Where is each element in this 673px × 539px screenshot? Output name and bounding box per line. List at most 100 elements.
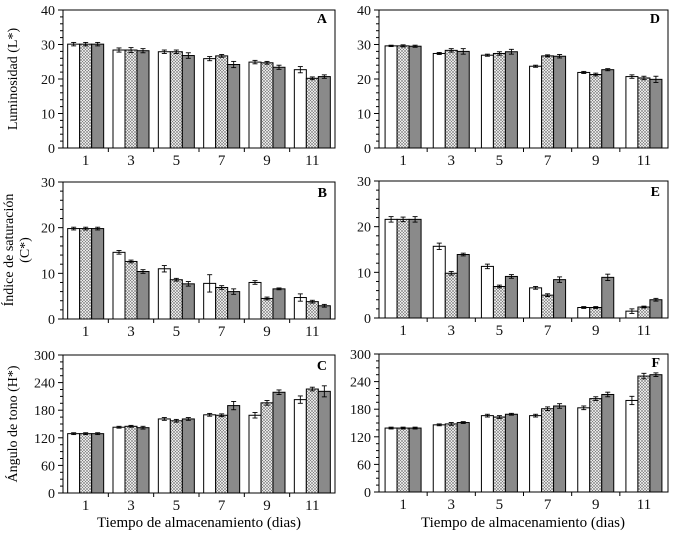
- x-tick-label: 11: [305, 324, 319, 340]
- white-bar: [384, 427, 398, 493]
- gray-bar: [553, 279, 567, 319]
- x-tick-label: 9: [592, 497, 600, 513]
- x-tick-label: 9: [263, 153, 271, 169]
- white-bar: [203, 414, 217, 494]
- hatched-bar: [396, 45, 410, 149]
- y-tick-label: 20: [41, 73, 55, 88]
- panel-label-a: A: [316, 12, 327, 27]
- gray-bar: [136, 427, 150, 494]
- gray-bar: [456, 50, 470, 149]
- x-tick-label: 3: [127, 324, 135, 340]
- hatched-bar: [305, 388, 319, 494]
- gray-bar: [272, 66, 286, 149]
- x-axis-title-right: Tiempo de almacenamiento (dias): [421, 515, 625, 531]
- y-tick-label: 40: [357, 4, 371, 19]
- y-tick-label: 240: [350, 376, 371, 391]
- plot-border: [378, 180, 669, 319]
- gray-bar: [601, 276, 615, 319]
- panel-c: 0 60 120 180 240 300 1 3 5 7 9 11: [34, 349, 336, 514]
- white-bar: [480, 415, 494, 493]
- x-tick-label: 1: [399, 323, 407, 339]
- y-tick-label: 0: [364, 142, 371, 157]
- hatched-bar: [124, 260, 138, 320]
- x-axis-title-left: Tiempo de almacenamiento (dias): [97, 515, 301, 531]
- white-bar: [203, 58, 217, 149]
- white-bar: [432, 52, 446, 149]
- y-tick-label: 0: [364, 312, 371, 327]
- x-tick-label: 9: [263, 498, 271, 514]
- hatched-bar: [215, 55, 229, 149]
- y-tick-label: 180: [350, 403, 371, 418]
- gray-bar: [553, 405, 567, 493]
- x-tick-label: 11: [637, 153, 651, 169]
- x-tick-label: 7: [218, 153, 226, 169]
- x-tick-label: 1: [399, 153, 407, 169]
- gray-bar: [649, 374, 663, 493]
- x-tick-label: 3: [448, 153, 456, 169]
- gray-bar: [317, 390, 331, 494]
- gray-bar: [317, 76, 331, 149]
- x-tick-label: 5: [173, 153, 181, 169]
- y-tick-label: 10: [41, 108, 55, 123]
- white-bar: [625, 76, 639, 149]
- panel-b: 0 10 20 30 1 3 5 7 9 11: [41, 176, 336, 340]
- panel-e: 0 10 20 30 1 3 5 7 9 11: [357, 175, 669, 339]
- y-tick-label: 120: [350, 431, 371, 446]
- white-bar: [248, 61, 262, 149]
- gray-bar: [601, 393, 615, 493]
- plot-border: [378, 353, 669, 493]
- hatched-bar: [541, 408, 555, 493]
- gray-bar: [649, 299, 663, 319]
- white-bar: [432, 245, 446, 319]
- panel-label-b: B: [317, 186, 327, 201]
- y-tick-label: 10: [41, 267, 55, 282]
- panel-label-c: C: [316, 359, 327, 374]
- x-tick-label: 5: [496, 153, 504, 169]
- y-tick-label: 0: [48, 487, 55, 502]
- y-tick-label: 30: [357, 39, 371, 54]
- x-tick-label: 1: [82, 324, 90, 340]
- plot-border: [378, 9, 669, 149]
- hatched-bar: [305, 301, 319, 320]
- white-bar: [577, 71, 591, 149]
- hatched-bar: [589, 74, 603, 149]
- y-tick-label: 0: [48, 142, 55, 157]
- hatched-bar: [637, 306, 651, 319]
- gray-bar: [504, 51, 518, 149]
- hatched-bar: [637, 77, 651, 149]
- white-bar: [432, 424, 446, 493]
- x-tick-label: 3: [127, 498, 135, 514]
- gray-bar: [227, 291, 241, 320]
- gray-bar: [227, 64, 241, 149]
- white-bar: [529, 287, 543, 319]
- white-bar: [248, 414, 262, 494]
- y-tick-label: 10: [357, 266, 371, 281]
- y-tick-label: 30: [41, 39, 55, 54]
- white-bar: [248, 281, 262, 320]
- y-tick-label: 30: [357, 175, 371, 190]
- hatched-bar: [260, 62, 274, 149]
- gray-bar: [272, 391, 286, 494]
- white-bar: [67, 43, 81, 149]
- gray-bar: [181, 418, 195, 494]
- gray-bar: [408, 45, 422, 149]
- hatched-bar: [396, 427, 410, 493]
- y-tick-label: 60: [357, 458, 371, 473]
- gray-bar: [553, 55, 567, 149]
- hatched-bar: [124, 49, 138, 149]
- y-tick-label: 0: [364, 486, 371, 501]
- x-tick-label: 5: [496, 323, 504, 339]
- y-axis-title-angulo: Ángulo de tono (H*): [6, 365, 21, 483]
- x-tick-label: 1: [82, 498, 90, 514]
- hatched-bar: [215, 414, 229, 494]
- y-tick-label: 20: [357, 73, 371, 88]
- gray-bar: [601, 69, 615, 149]
- white-bar: [480, 54, 494, 149]
- y-axis-title-saturacion-line2: (C*): [18, 237, 33, 263]
- gray-bar: [91, 228, 105, 320]
- hatched-bar: [79, 433, 93, 494]
- hatched-bar: [637, 375, 651, 493]
- x-tick-label: 11: [305, 153, 319, 169]
